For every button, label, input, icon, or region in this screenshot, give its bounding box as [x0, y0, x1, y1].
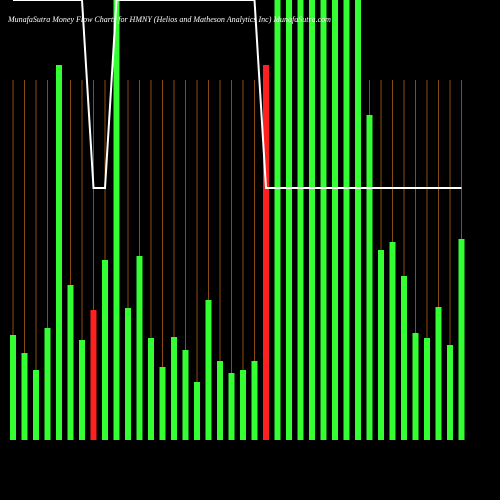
- bar: [424, 338, 430, 440]
- bar: [355, 0, 361, 440]
- bar: [378, 250, 384, 440]
- chart-title: MunafaSutra Money Flow Charts for HMNY (…: [7, 15, 331, 24]
- bar: [79, 340, 85, 440]
- bar: [44, 328, 51, 440]
- bar: [309, 0, 315, 440]
- bar: [240, 370, 246, 440]
- bar: [332, 0, 338, 440]
- bar: [136, 256, 143, 440]
- money-flow-line: [13, 0, 462, 189]
- bar: [205, 300, 212, 440]
- bar: [10, 335, 16, 440]
- bar: [182, 350, 189, 440]
- bar: [125, 308, 131, 440]
- bar: [194, 382, 200, 440]
- bar: [297, 0, 304, 440]
- bar: [228, 373, 235, 440]
- bars: [10, 0, 465, 440]
- bar: [343, 0, 350, 440]
- bar: [148, 338, 154, 440]
- bar: [401, 276, 407, 440]
- bar: [263, 65, 269, 440]
- bar: [320, 0, 327, 440]
- bar: [56, 65, 62, 440]
- bar: [251, 361, 258, 440]
- bar: [21, 353, 28, 440]
- bar: [458, 239, 465, 440]
- bar: [435, 307, 442, 440]
- bar: [389, 242, 396, 440]
- bar: [217, 361, 223, 440]
- bar: [102, 260, 108, 440]
- bar: [286, 0, 292, 440]
- bar: [67, 285, 74, 440]
- bar: [90, 310, 97, 440]
- bar: [113, 0, 120, 440]
- bar: [412, 333, 419, 440]
- bar: [159, 367, 166, 440]
- bar: [366, 115, 373, 440]
- bar: [171, 337, 177, 440]
- bar: [447, 345, 453, 440]
- bar: [274, 0, 281, 440]
- lines: [13, 0, 462, 189]
- bar: [33, 370, 39, 440]
